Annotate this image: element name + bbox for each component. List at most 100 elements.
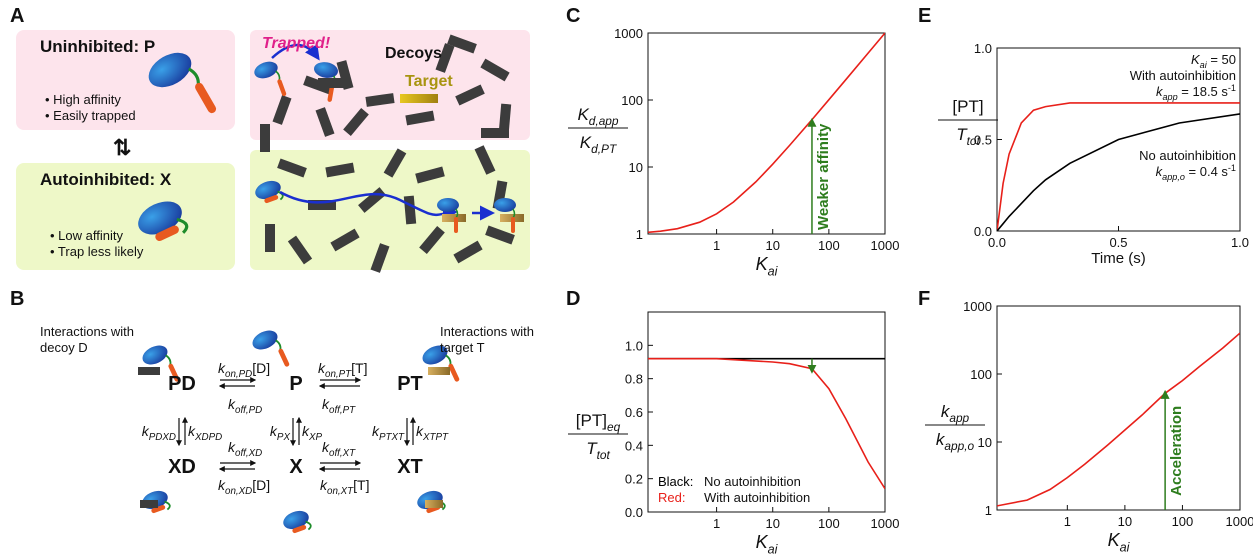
text-part: off,XT xyxy=(329,448,356,459)
text-part: k xyxy=(142,423,150,439)
series-label: With autoinhibition xyxy=(1130,68,1236,83)
protein-icon xyxy=(148,52,217,114)
trapped-label: Trapped! xyxy=(262,35,331,52)
text-part: XDPD xyxy=(194,432,222,443)
target-label: Target xyxy=(405,73,453,90)
text-part: k xyxy=(372,423,380,439)
text-part: k xyxy=(228,439,236,455)
panel-label: F xyxy=(918,288,930,310)
rate-label: kPX xyxy=(270,423,291,443)
state-title: Uninhibited: P xyxy=(40,37,155,56)
x-tick-label: 100 xyxy=(1172,514,1194,529)
text-part: k xyxy=(1156,164,1164,179)
plot-frame xyxy=(996,47,1241,232)
peptide xyxy=(155,225,179,241)
decoy xyxy=(325,162,355,178)
data-line xyxy=(997,113,1240,231)
target xyxy=(425,500,443,508)
text-part: on,PT xyxy=(325,369,352,380)
text-part: = 50 xyxy=(1207,52,1236,67)
decoy xyxy=(318,78,346,88)
y-tick-label: 0.4 xyxy=(625,438,643,453)
text-part: PTXT xyxy=(379,432,405,443)
plot-frame xyxy=(647,32,886,235)
text-part: k xyxy=(218,360,226,376)
text-part: [PT] xyxy=(576,411,607,430)
y-tick-label: 1000 xyxy=(963,299,992,314)
text-part: K xyxy=(1191,52,1201,67)
data-line xyxy=(648,357,885,490)
decoy xyxy=(315,107,335,137)
rate-label: koff,PT xyxy=(322,396,356,416)
bullet: • Low affinity xyxy=(50,228,123,243)
text-part: off,XD xyxy=(235,448,262,459)
x-tick-label: 10 xyxy=(765,238,779,253)
decoy xyxy=(140,500,158,508)
text-part: off,PT xyxy=(329,405,356,416)
peptide xyxy=(168,363,180,382)
linker xyxy=(164,500,171,511)
text-part: on,XD xyxy=(225,486,252,497)
text-part: [D] xyxy=(252,360,270,376)
x-axis-label: Kai xyxy=(756,254,779,278)
protein-domain xyxy=(422,345,448,365)
protein-icon xyxy=(283,510,312,534)
protein-icon xyxy=(494,198,516,233)
decoy xyxy=(277,158,307,178)
decoy xyxy=(405,110,435,126)
text-part: K xyxy=(1108,530,1121,550)
text-part: PX xyxy=(277,432,291,443)
species: XT xyxy=(397,456,423,478)
text-part: on,PD xyxy=(225,369,252,380)
decoy xyxy=(435,43,455,73)
bullet: • High affinity xyxy=(45,92,121,107)
text-part: tot xyxy=(967,134,981,148)
peptide xyxy=(511,217,515,233)
protein-domain xyxy=(138,201,182,235)
species: P xyxy=(289,373,302,395)
protein-domain xyxy=(142,345,168,365)
text-part: k xyxy=(320,477,328,493)
annotation-text: kapp,o = 0.4 s-1 xyxy=(1156,163,1236,182)
x-tick-label: 10 xyxy=(765,516,779,531)
text-part: app xyxy=(949,411,969,425)
text-part: [PT] xyxy=(952,97,983,116)
trajectory xyxy=(279,190,458,221)
state-arrow: ⇅ xyxy=(113,135,131,160)
text-part: ai xyxy=(768,542,779,556)
text-part: k xyxy=(416,423,424,439)
y-tick-label: 1 xyxy=(636,227,643,242)
target xyxy=(442,214,466,222)
decoy xyxy=(481,128,509,138)
panel-label: C xyxy=(566,5,580,27)
y-axis-label: Kd,PT xyxy=(580,133,617,156)
rate-label: kPDXD xyxy=(142,423,176,443)
x-tick-label: 10 xyxy=(1118,514,1132,529)
y-axis-label: Kd,app xyxy=(577,105,618,128)
rate-label: kon,XT[T] xyxy=(320,477,369,497)
data-line xyxy=(648,32,885,234)
y-tick-label: 100 xyxy=(970,367,992,382)
x-axis-label: Kai xyxy=(756,532,779,556)
text-part: ai xyxy=(768,264,779,278)
text-part: tot xyxy=(597,448,611,462)
data-line xyxy=(997,102,1240,231)
annotation-text: Acceleration xyxy=(1168,406,1185,496)
x-axis-label: Kai xyxy=(1108,530,1131,554)
bullet: • Trap less likely xyxy=(50,244,144,259)
text-part: k xyxy=(322,396,330,412)
linker xyxy=(176,217,189,234)
x-tick-label: 1.0 xyxy=(1231,235,1249,250)
note: decoy D xyxy=(40,340,88,355)
target xyxy=(428,367,450,375)
rate-label: koff,PD xyxy=(228,396,262,416)
x-tick-label: 1 xyxy=(713,516,720,531)
note: Interactions with xyxy=(40,324,134,339)
y-tick-label: 0.8 xyxy=(625,372,643,387)
legend-entry: With autoinhibition xyxy=(704,490,810,505)
species: PD xyxy=(168,373,196,395)
protein-icon xyxy=(142,345,180,382)
rate-label: kon,PD[D] xyxy=(218,360,270,380)
protein-domain xyxy=(494,198,516,212)
note: target T xyxy=(440,340,485,355)
